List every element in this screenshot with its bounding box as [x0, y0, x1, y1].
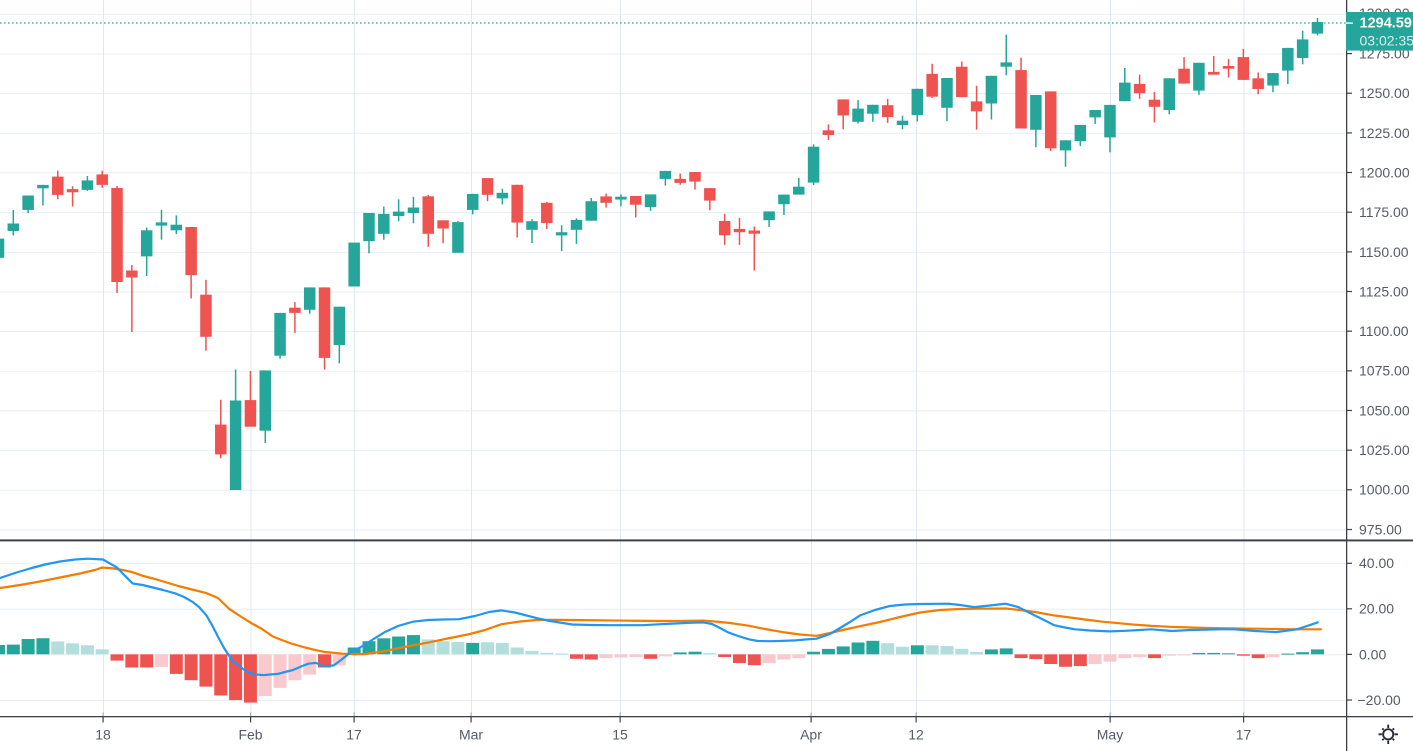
svg-text:17: 17: [1236, 726, 1252, 742]
svg-text:15: 15: [612, 726, 628, 742]
svg-text:975.00: 975.00: [1359, 521, 1402, 537]
svg-text:20.00: 20.00: [1359, 601, 1394, 617]
svg-text:1250.00: 1250.00: [1359, 85, 1410, 101]
svg-text:1025.00: 1025.00: [1359, 442, 1410, 458]
svg-text:03:02:35: 03:02:35: [1360, 32, 1413, 48]
svg-text:1175.00: 1175.00: [1359, 204, 1409, 220]
svg-text:1225.00: 1225.00: [1359, 125, 1410, 141]
svg-text:1200.00: 1200.00: [1359, 164, 1410, 180]
svg-text:18: 18: [95, 726, 111, 742]
svg-text:1125.00: 1125.00: [1359, 283, 1409, 299]
svg-text:Mar: Mar: [459, 726, 483, 742]
svg-text:1100.00: 1100.00: [1359, 323, 1409, 339]
svg-text:12: 12: [908, 726, 924, 742]
svg-text:May: May: [1097, 726, 1123, 742]
svg-text:Apr: Apr: [800, 726, 822, 742]
svg-text:40.00: 40.00: [1359, 555, 1394, 571]
svg-text:1150.00: 1150.00: [1359, 244, 1409, 260]
svg-text:1000.00: 1000.00: [1359, 482, 1410, 498]
svg-text:−20.00: −20.00: [1358, 692, 1401, 708]
svg-text:17: 17: [346, 726, 362, 742]
svg-text:0.00: 0.00: [1359, 646, 1386, 662]
svg-text:1050.00: 1050.00: [1359, 402, 1410, 418]
svg-text:Feb: Feb: [238, 726, 262, 742]
svg-text:1294.59: 1294.59: [1360, 15, 1412, 31]
svg-text:1075.00: 1075.00: [1359, 363, 1410, 379]
